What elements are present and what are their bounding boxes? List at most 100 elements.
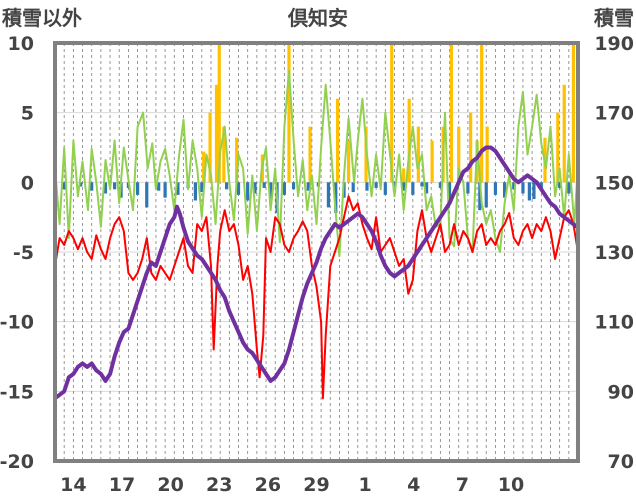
right-tick-label: 70 [608,451,634,473]
x-tick-label: 10 [498,474,524,496]
snowfall-bars-bar [449,43,453,183]
snowfall-bars-bar [430,140,434,183]
snow-change-bars-bar [527,182,531,201]
x-axis-ticks: 14 17 20 23 26 29 1 4 7 10 [60,474,524,496]
snow-change-bars-bar [145,182,149,208]
snow-change-bars-bar [402,182,406,191]
right-tick-label: 90 [608,381,634,403]
snow-change-bars-bar [447,182,452,202]
left-tick-label: -20 [0,451,34,473]
snow-change-bars-bar [236,182,241,195]
snowfall-bars-bar [480,43,484,183]
snowfall-bars-bar [469,112,473,183]
right-tick-label: 170 [594,103,634,125]
left-axis-title: 積雪以外 [2,6,82,30]
snowfall-bars-bar [235,137,239,183]
left-tick-label: 0 [21,172,34,194]
x-tick-label: 26 [255,474,281,496]
snowfall-bars-bar [571,43,576,183]
snowfall-bars-bar [222,126,226,183]
snow-change-bars-bar [493,182,498,195]
x-tick-label: 4 [407,474,420,496]
snow-change-bars-bar [193,182,197,201]
snow-change-bars-bar [62,182,66,190]
snow-change-bars-bar [438,182,442,188]
snowfall-bars-bar [347,140,351,183]
snowfall-bars-bar [407,98,411,183]
x-tick-label: 14 [60,474,86,496]
snow-change-bars-bar [558,182,562,188]
snow-change-bars-bar [478,182,482,211]
snow-change-bars-bar [269,182,273,204]
snowfall-bars-bar [402,168,406,183]
right-tick-label: 150 [594,172,634,194]
right-tick-label: 130 [594,242,634,264]
snow-change-bars-bar [224,182,229,190]
left-tick-label: -10 [0,312,34,334]
snow-change-bars-bar [157,182,161,191]
right-tick-label: 190 [594,33,634,55]
red-line [54,195,579,400]
x-tick-label: 7 [456,474,469,496]
snow-change-bars-bar [466,182,470,194]
right-tick-label: 110 [594,312,634,334]
snow-change-bars-bar [306,182,310,191]
snow-change-bars-bar [90,182,94,191]
snow-change-bars-bar [425,182,429,194]
snow-change-bars-bar [176,182,180,195]
snowfall-bars-bar [457,126,461,183]
snow-depth-line [53,145,580,400]
snow-change-bars-bar [282,182,286,195]
snowfall-bars-bar [562,84,566,183]
right-axis-title: 積雪 [594,6,634,30]
snowfall-bars-bar [416,126,420,183]
snow-change-bars-bar [374,182,378,188]
snow-change-bars-bar [512,182,516,190]
snowfall-bars-bar [390,43,394,183]
x-tick-label: 23 [206,474,232,496]
snow-change-bars-bar [200,182,204,193]
x-tick-label: 29 [303,474,329,496]
gridlines [55,42,578,462]
snow-change-bars-bar [420,182,424,187]
snow-change-bars-bar [521,182,525,194]
snowfall-bars-bar [308,126,312,183]
green-line [54,69,579,258]
snow-change-bars-bar [113,182,117,190]
left-tick-label: -5 [13,242,34,264]
snow-change-bars-bar [103,182,108,194]
x-tick-label: 17 [109,474,135,496]
snow-change-bars-bar [163,182,167,198]
snow-change-bars-bar [383,182,387,195]
snowfall-bars-bar [485,126,489,183]
snow-change-bars-bar [262,182,266,188]
x-tick-label: 1 [359,474,372,496]
snow-change-bars-bar [351,182,355,193]
snow-change-bars-bar [79,182,83,187]
snow-change-bars-bar [246,182,250,201]
snow-change-bars-bar [365,182,369,191]
left-axis-ticks: 10 5 0 -5 -10 -15 -20 [0,33,34,473]
snow-change-bars-bar [532,182,536,200]
snowfall-bars-bar [556,112,560,183]
snow-change-bars-bar [291,182,296,190]
snow-change-bars-bar [567,182,571,194]
snow-change-bars-bar [502,182,507,198]
plot-frame [53,41,580,463]
snowfall-bars-bar [202,151,206,183]
left-tick-label: 5 [21,103,34,125]
snow-change-bars-bar [326,182,331,208]
snow-change-bars-bar [411,182,415,195]
snowfall-bars-bar [208,112,212,183]
snowfall-bars-bar [336,98,340,183]
right-axis-ticks: 190 170 150 130 110 90 70 [594,33,634,473]
snow-change-bars-bar [253,182,257,194]
x-tick-label: 20 [157,474,183,496]
snow-change-bars-bar [484,182,488,208]
snowfall-bars-bar [214,84,219,183]
snowfall-bars-bar [287,43,291,183]
snow-change-bars-bar [135,182,140,195]
left-tick-label: -15 [0,381,34,403]
